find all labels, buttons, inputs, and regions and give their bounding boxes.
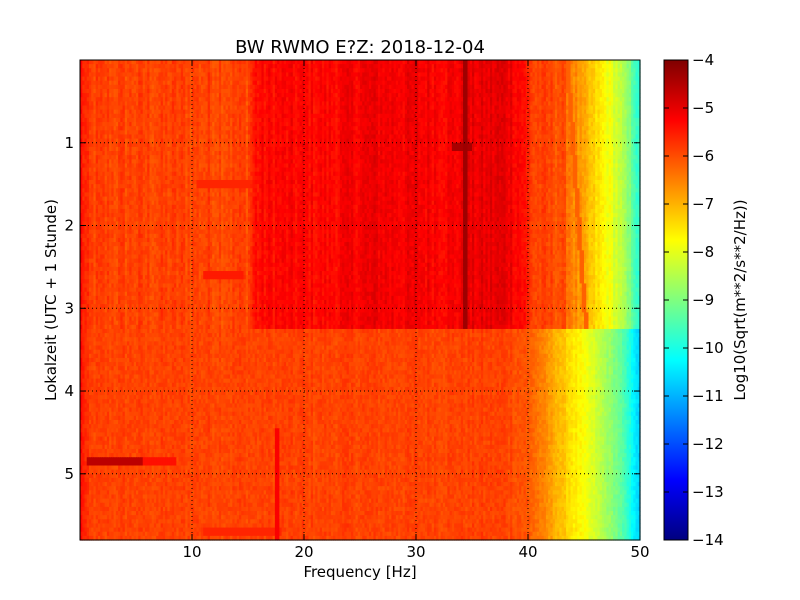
heatmap	[80, 60, 641, 541]
